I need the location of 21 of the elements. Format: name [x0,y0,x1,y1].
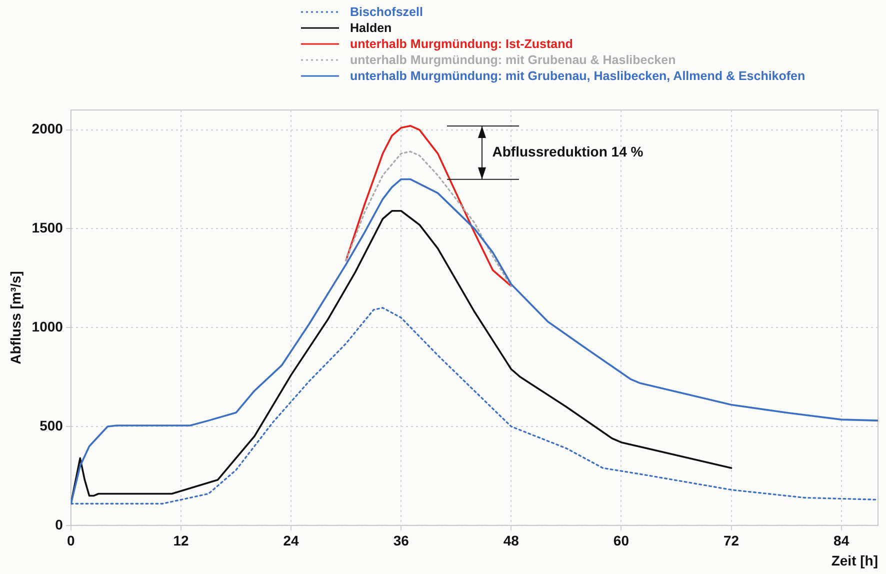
y-tick-label: 1500 [32,220,64,236]
annotation: Abflussreduktion 14 % [492,143,644,160]
legend-label: Bischofszell [350,4,423,20]
x-axis-title: Zeit [h] [831,552,878,568]
y-tick-label: 1000 [32,318,64,334]
x-tick-label: 48 [503,532,520,549]
x-tick-label: 36 [393,532,410,549]
x-tick-label: 0 [67,532,76,549]
x-tick-label: 72 [723,532,740,549]
x-tick-label: 84 [834,532,850,549]
legend-label: unterhalb Murgmündung: mit Grubenau & Haslibecken [350,52,676,68]
x-tick-label: 60 [613,532,630,549]
y-tick-label: 2000 [32,120,64,137]
x-tick-label: 24 [283,532,300,549]
y-axis-title: Abfluss [m³/s] [7,271,24,364]
x-tick-label: 12 [173,532,189,549]
legend-label: Halden [350,20,392,36]
legend-label: unterhalb Murgmündung: Ist-Zustand [350,36,573,52]
y-tick-label: 0 [55,516,64,532]
legend-label: unterhalb Murgmündung: mit Grubenau, Haslibecken, Allmend & Eschikofen [350,68,806,84]
y-tick-label: 500 [40,417,64,434]
